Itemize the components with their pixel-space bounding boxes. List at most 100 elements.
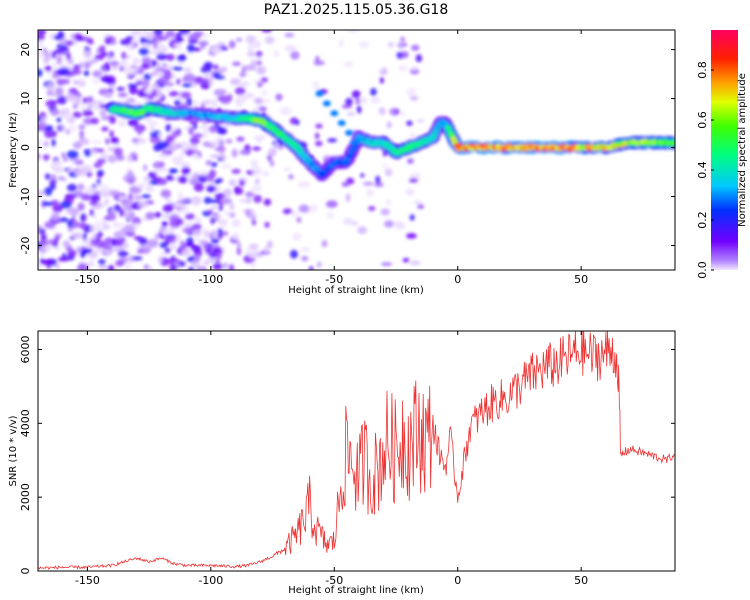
spectrum-speckle <box>212 64 219 70</box>
spectrum-speckle <box>238 179 246 187</box>
spectrum-speckle <box>38 152 41 160</box>
spectrum-speckle <box>88 104 93 110</box>
spectrum-speckle <box>181 166 191 176</box>
spectrum-speckle <box>157 140 168 150</box>
spectrum-speckle <box>203 197 212 204</box>
y-tick-label: 0 <box>19 568 32 575</box>
spectrum-speckle <box>192 200 199 206</box>
spectrum-speckle <box>84 187 95 195</box>
spectrum-speckle <box>46 82 56 92</box>
spectrum-speckle <box>157 132 163 138</box>
spectrum-speckle <box>229 203 235 211</box>
spectrum-speckle <box>152 30 163 36</box>
spectrum-speckle <box>282 208 293 215</box>
spectrum-speckle <box>82 36 90 42</box>
spectrum-speckle <box>174 99 181 107</box>
ridge-core <box>670 140 675 146</box>
spectrum-speckle <box>225 138 233 144</box>
spectrum-speckle <box>59 217 69 223</box>
spectrum-speckle <box>146 31 155 41</box>
spectrum-speckle <box>245 191 255 198</box>
spectrum-speckle <box>43 129 54 139</box>
spectrum-speckle <box>98 148 105 153</box>
spectrum-speckle <box>346 111 356 116</box>
spectrum-speckle <box>355 97 361 105</box>
spectrum-speckle <box>152 176 162 181</box>
spectrum-speckle <box>313 60 325 66</box>
spectrum-speckle <box>81 264 88 270</box>
spectrum-speckle <box>57 176 65 181</box>
spectrum-speckle <box>283 166 292 172</box>
spectrum-speckle <box>98 259 106 265</box>
spectrum-speckle <box>156 52 167 61</box>
spectrum-speckle <box>181 227 193 233</box>
ridge-layer <box>106 90 675 182</box>
spectrum-speckle <box>116 86 125 91</box>
spectrum-speckle <box>378 107 386 116</box>
spectrum-speckle <box>98 264 108 270</box>
spectrum-speckle <box>343 61 354 68</box>
spectrum-speckle <box>67 219 73 228</box>
spectrum-speckle <box>399 112 406 117</box>
spectrum-speckle <box>134 222 139 231</box>
spectrum-speckle <box>67 207 79 213</box>
spectrum-speckle <box>138 47 150 56</box>
spectrum-speckle <box>109 130 114 138</box>
spectrum-speckle <box>289 249 299 259</box>
spectrum-speckle <box>177 95 183 101</box>
spectrum-speckle <box>214 146 226 152</box>
spectrum-speckle <box>315 140 323 147</box>
spectrum-speckle <box>219 66 228 73</box>
spectrum-speckle <box>68 196 74 204</box>
spectrum-speckle <box>71 232 83 240</box>
ridge-branch <box>322 100 331 107</box>
spectrum-speckle <box>380 208 391 216</box>
spectrum-speckle <box>99 76 110 83</box>
spectrum-speckle <box>80 193 93 201</box>
spectrum-speckle <box>91 78 100 84</box>
spectrum-speckle <box>165 53 175 61</box>
spectrum-speckle <box>94 248 106 254</box>
spectrum-speckle <box>211 214 222 219</box>
spectrum-speckle <box>409 260 421 266</box>
spectrum-speckle <box>203 260 210 266</box>
spectrum-speckle <box>67 249 77 257</box>
spectrum-speckle <box>66 52 71 61</box>
spectrum-speckle <box>156 87 163 97</box>
spectrum-speckle <box>174 202 183 208</box>
spectrum-speckle <box>132 256 143 261</box>
spectrum-speckle <box>176 78 181 85</box>
spectrum-speckle <box>263 198 272 206</box>
spectrum-speckle <box>180 91 192 99</box>
spectrum-speckle <box>137 138 147 144</box>
spectrum-speckle <box>200 102 206 110</box>
spectrum-speckle <box>273 141 281 150</box>
spectrum-speckle <box>405 188 415 197</box>
spectrum-speckle <box>39 251 45 258</box>
spectrum-speckle <box>383 220 394 228</box>
spectrum-speckle <box>108 190 121 197</box>
spectrum-speckle <box>203 61 213 69</box>
spectrum-speckle <box>416 118 425 124</box>
spectrum-speckle <box>264 98 270 104</box>
spectrum-speckle <box>112 221 119 229</box>
spectrum-speckle <box>92 70 103 78</box>
spectrum-speckle <box>288 174 294 180</box>
spectrum-speckle <box>130 30 143 36</box>
spectrum-speckle <box>113 204 121 212</box>
spectrum-speckle <box>49 182 56 190</box>
spectrum-speckle <box>342 217 353 226</box>
spectrum-speckle <box>100 152 108 160</box>
spectrum-speckle <box>165 197 171 203</box>
spectrum-speckle <box>104 138 110 145</box>
spectrum-speckle <box>346 193 351 203</box>
spectrum-speckle <box>66 116 76 124</box>
spectrum-speckle <box>256 60 262 66</box>
top-x-ticks: -150 -100 -50 0 50 <box>75 30 588 286</box>
spectrum-speckle <box>54 262 60 270</box>
spectrum-speckle <box>123 224 136 233</box>
spectrum-speckle <box>193 76 203 84</box>
y-tick-label: 4000 <box>19 409 32 437</box>
spectrum-speckle <box>133 195 143 200</box>
spectrum-speckle <box>255 178 260 185</box>
